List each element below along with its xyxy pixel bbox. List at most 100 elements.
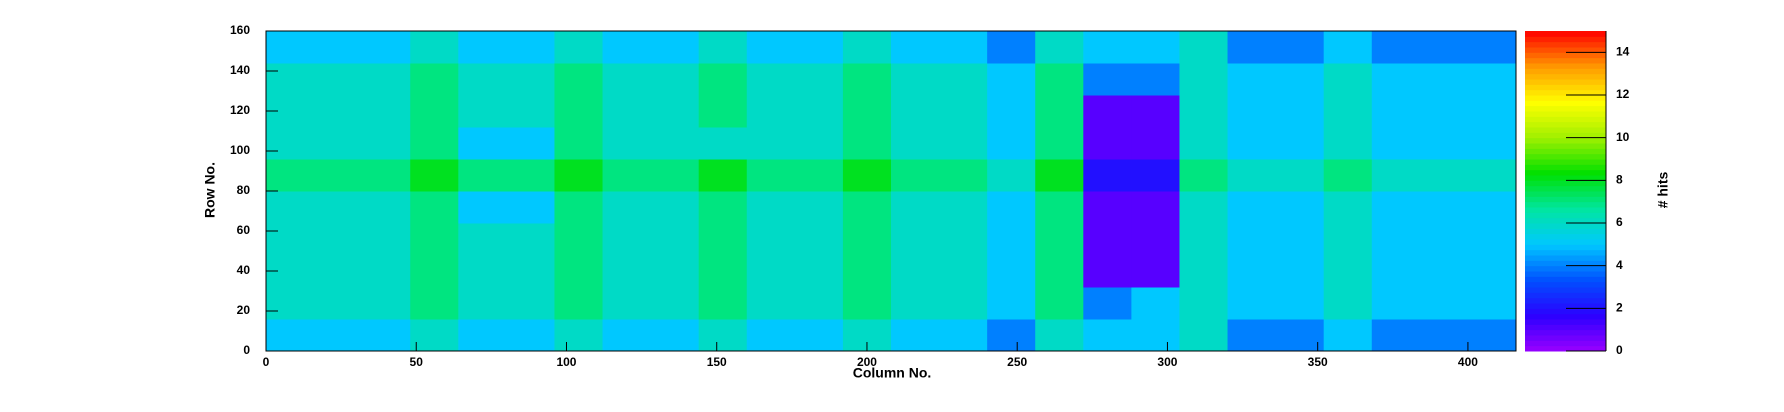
heatmap-cell bbox=[1083, 191, 1132, 224]
heatmap-cell bbox=[1083, 95, 1132, 128]
heatmap-cell bbox=[1467, 319, 1517, 352]
colorbar-segment bbox=[1525, 73, 1606, 80]
colorbar-segment bbox=[1525, 249, 1606, 256]
heatmap-cell bbox=[650, 319, 700, 352]
colorbar-segment bbox=[1525, 265, 1606, 272]
colorbar-tick-label: 0 bbox=[1616, 343, 1623, 357]
x-tick-label: 50 bbox=[410, 355, 424, 369]
heatmap-cell bbox=[1035, 31, 1084, 64]
heatmap-cell bbox=[554, 159, 604, 192]
heatmap-cell bbox=[1131, 287, 1180, 320]
heatmap-cell bbox=[1035, 159, 1084, 192]
heatmap-cell bbox=[698, 127, 748, 160]
x-axis-label: Column No. bbox=[853, 365, 932, 381]
heatmap-cell bbox=[939, 191, 988, 224]
y-axis-label: Row No. bbox=[202, 162, 218, 218]
colorbar-segment bbox=[1525, 148, 1606, 155]
heatmap-cell bbox=[1371, 95, 1421, 128]
heatmap-cell bbox=[314, 127, 363, 160]
colorbar-tick-label: 4 bbox=[1616, 258, 1623, 272]
heatmap-cell bbox=[266, 223, 315, 256]
heatmap-cell bbox=[1179, 255, 1229, 288]
heatmap-cell bbox=[1323, 159, 1373, 192]
heatmap-cell bbox=[650, 191, 700, 224]
heatmap-cell bbox=[1323, 95, 1373, 128]
colorbar-segment bbox=[1525, 153, 1606, 160]
heatmap-cell bbox=[1179, 63, 1229, 96]
colorbar-tick-label: 2 bbox=[1616, 301, 1623, 315]
heatmap-cell bbox=[1275, 63, 1325, 96]
heatmap-cell bbox=[1179, 127, 1229, 160]
colorbar-tick-label: 10 bbox=[1616, 130, 1630, 144]
heatmap-cell bbox=[506, 63, 555, 96]
heatmap-cell bbox=[987, 127, 1036, 160]
y-tick-label: 120 bbox=[230, 103, 250, 117]
heatmap-cell bbox=[1131, 223, 1180, 256]
heatmap-cell bbox=[987, 191, 1036, 224]
heatmap-cell bbox=[602, 127, 652, 160]
heatmap-cell bbox=[794, 191, 844, 224]
heatmap-cell bbox=[362, 31, 411, 64]
heatmap-cell bbox=[1227, 127, 1277, 160]
heatmap-cell bbox=[698, 159, 748, 192]
heatmap-cell bbox=[939, 255, 988, 288]
colorbar-segment bbox=[1525, 52, 1606, 59]
heatmap-cell bbox=[1371, 31, 1421, 64]
colorbar-segment bbox=[1525, 207, 1606, 213]
heatmap-cell bbox=[650, 127, 700, 160]
colorbar-segment bbox=[1525, 308, 1606, 315]
heatmap-cell bbox=[1467, 95, 1517, 128]
heatmap-cell bbox=[266, 191, 315, 224]
heatmap-cell bbox=[602, 191, 652, 224]
colorbar-segment bbox=[1525, 116, 1606, 123]
heatmap-cell bbox=[506, 191, 555, 224]
heatmap-cell bbox=[1419, 223, 1469, 256]
colorbar-segment bbox=[1525, 47, 1606, 53]
colorbar-segment bbox=[1525, 57, 1606, 64]
heatmap-cell bbox=[746, 191, 796, 224]
heatmap-cell bbox=[1179, 95, 1229, 128]
colorbar-segment bbox=[1525, 164, 1606, 171]
heatmap-cell bbox=[939, 95, 988, 128]
x-tick-label: 100 bbox=[556, 355, 576, 369]
heatmap-cell bbox=[506, 31, 555, 64]
colorbar-segment bbox=[1525, 95, 1606, 101]
heatmap-cell bbox=[1323, 63, 1373, 96]
heatmap-cell bbox=[891, 319, 940, 352]
heatmap-cell bbox=[362, 63, 411, 96]
heatmap-cell bbox=[410, 31, 459, 64]
heatmap-cell bbox=[410, 287, 459, 320]
heatmap-cell bbox=[891, 287, 940, 320]
heatmap-cell bbox=[939, 159, 988, 192]
heatmap-cell bbox=[1323, 255, 1373, 288]
y-tick-label: 100 bbox=[230, 143, 250, 157]
heatmap-cell bbox=[458, 191, 507, 224]
heatmap-cell bbox=[891, 255, 940, 288]
heatmap-cell bbox=[842, 287, 892, 320]
heatmap-cell bbox=[987, 287, 1036, 320]
heatmap-cell bbox=[1131, 95, 1180, 128]
heatmap-cell bbox=[698, 319, 748, 352]
heatmap-cell bbox=[506, 287, 555, 320]
heatmap-cell bbox=[1131, 159, 1180, 192]
heatmap-cell bbox=[1035, 319, 1084, 352]
heatmap-cell bbox=[987, 255, 1036, 288]
heatmap-cell bbox=[794, 63, 844, 96]
heatmap-cell bbox=[650, 95, 700, 128]
heatmap-cell bbox=[842, 63, 892, 96]
colorbar-segment bbox=[1525, 159, 1606, 165]
heatmap-cell bbox=[554, 223, 604, 256]
heatmap-cell bbox=[891, 127, 940, 160]
heatmap-cell bbox=[842, 127, 892, 160]
colorbar-segment bbox=[1525, 63, 1606, 69]
heatmap-cell bbox=[1083, 287, 1132, 320]
heatmap-cell bbox=[1179, 287, 1229, 320]
heatmap-cell bbox=[362, 287, 411, 320]
heatmap-cell bbox=[698, 255, 748, 288]
colorbar-segment bbox=[1525, 319, 1606, 325]
x-tick-label: 250 bbox=[1007, 355, 1027, 369]
heatmap-cell bbox=[1323, 191, 1373, 224]
heatmap-cell bbox=[1131, 319, 1180, 352]
colorbar-segment bbox=[1525, 313, 1606, 320]
